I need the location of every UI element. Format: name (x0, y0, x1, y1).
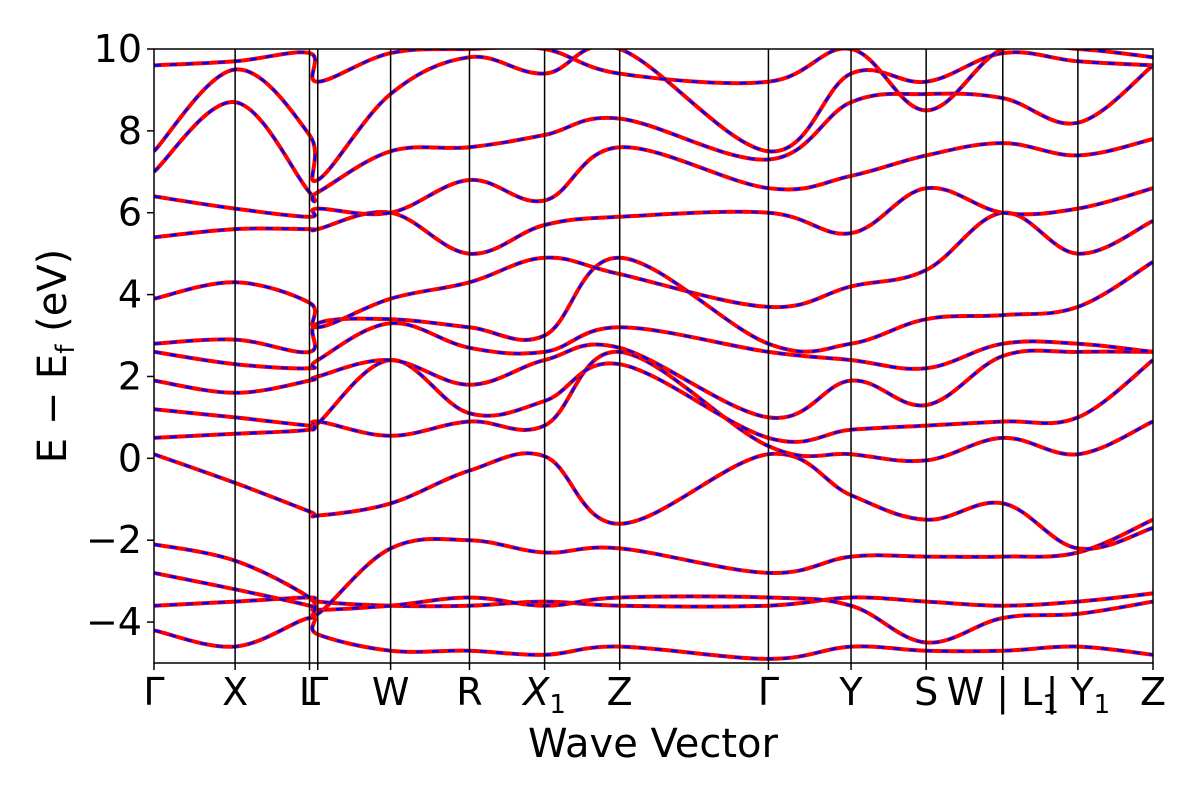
x-tick-label: X1 (521, 670, 566, 720)
y-axis-label-main: E − E (30, 354, 76, 464)
y-tick-label: −2 (86, 518, 142, 562)
bands-layer (154, 49, 1153, 661)
plot-frame (153, 48, 1154, 664)
x-tick-label: Y (838, 670, 863, 714)
y-axis-label-sub: f (51, 344, 81, 354)
band-8-dashed-line (154, 343, 1153, 420)
x-tick-label: X (222, 670, 248, 714)
x-tick-label: Z (607, 670, 633, 714)
y-ticks: −4 −2 0 2 4 6 8 10 (86, 27, 154, 644)
band-11-dashed-line (154, 211, 1153, 329)
x-tick-label: Γ (307, 670, 328, 714)
band-9-dashed-line (154, 322, 1153, 371)
y-tick-label: 10 (94, 27, 142, 71)
y-tick-label: 0 (118, 436, 142, 480)
x-axis-label: Wave Vector (528, 721, 779, 767)
x-tick-label: | Y1 (1046, 670, 1111, 720)
y-tick-label: 4 (118, 273, 142, 317)
band-5-dashed-line (154, 452, 1153, 551)
y-tick-label: 8 (118, 109, 142, 153)
x-ticks: Γ X LΓ W R X1 Z Γ Y S W | L1| Y1 Z (143, 663, 1166, 720)
x-tick-label: L (299, 670, 320, 714)
x-tick-label: Γ (758, 670, 779, 714)
high-symmetry-lines (234, 49, 1079, 663)
band-7-dashed-line (154, 358, 1153, 444)
band-4-dashed-line (154, 518, 1153, 618)
band-2-dashed-line (154, 592, 1153, 608)
band-13-dashed-line (154, 137, 1153, 219)
y-tick-label: 2 (118, 354, 142, 398)
x-tick-label: S (914, 670, 938, 714)
x-tick-label: Z (1140, 670, 1166, 714)
x-tick-label: R (456, 670, 482, 714)
x-tick-label: Γ (143, 670, 164, 714)
band-10-dashed-line (154, 256, 1153, 354)
y-axis-label-unit: (eV) (30, 249, 76, 345)
band-12-dashed-line (154, 186, 1153, 255)
y-tick-label: 6 (118, 191, 142, 235)
y-tick-label: −4 (86, 600, 142, 644)
x-tick-label: W | L1 (947, 670, 1059, 720)
x-tick-label: W (372, 670, 410, 714)
band-16-dashed-line (154, 49, 1153, 112)
band-15-dashed-line (154, 49, 1153, 183)
y-axis-label: E − Ef (eV) (30, 249, 81, 464)
